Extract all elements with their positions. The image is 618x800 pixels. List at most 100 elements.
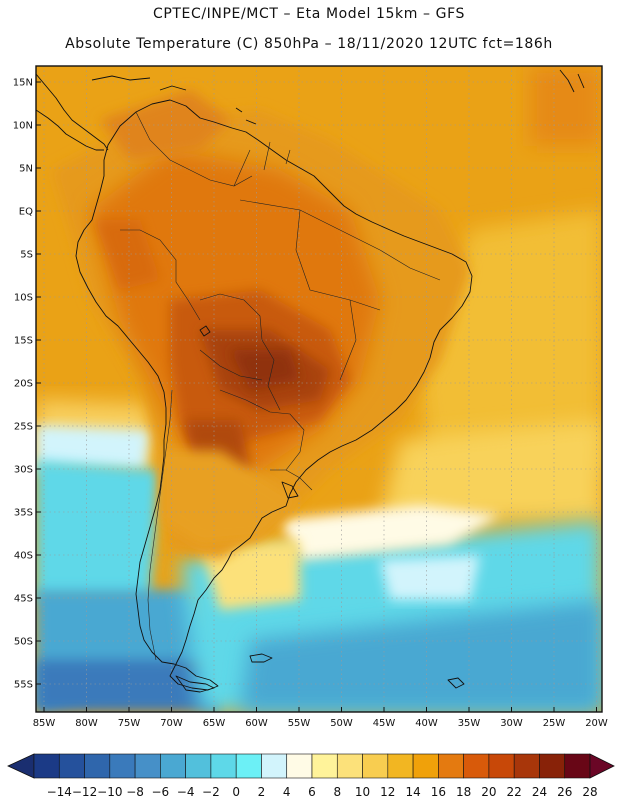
field-pampa-warm <box>160 450 300 545</box>
lat-label: 15N <box>13 78 33 89</box>
colorbar-box <box>463 753 490 779</box>
lon-label: 80W <box>75 718 98 729</box>
lat-label: 15S <box>14 336 33 347</box>
colorbar-box <box>235 753 262 779</box>
axis-ticks <box>36 81 597 712</box>
latitude-labels: 15N 10N 5N EQ 5S 10S 15S 20S 25S 30S 35S 40S 45S 50S 5… <box>13 78 33 691</box>
lat-label: 10S <box>14 293 33 304</box>
colorbar-label: −6 <box>152 785 170 799</box>
lat-label: 10N <box>13 121 33 132</box>
colorbar-low-arrow <box>7 753 35 779</box>
colorbar-high-arrow <box>589 753 615 779</box>
colorbar-label: 6 <box>308 785 316 799</box>
field-south-deepblue <box>36 660 220 712</box>
colorbar-boxes <box>33 753 591 779</box>
colorbar-label: 12 <box>380 785 395 799</box>
colorbar-label: 16 <box>431 785 446 799</box>
map-frame <box>35 65 603 713</box>
field-peak-hot <box>230 350 300 390</box>
border-brazil-bolivia <box>199 293 281 411</box>
border-argentina-paraguay <box>219 389 305 471</box>
border-brazil-states <box>239 199 441 381</box>
colorbar-box <box>33 753 60 779</box>
lat-label: 25S <box>14 422 33 433</box>
colorbar-box <box>109 753 136 779</box>
colorbar-box <box>336 753 363 779</box>
colorbar-box <box>185 753 212 779</box>
colorbar-label: 14 <box>405 785 420 799</box>
colorbar-label: −12 <box>72 785 97 799</box>
colorbar-label: −4 <box>177 785 195 799</box>
colorbar-box <box>564 753 591 779</box>
field-pacific-pale <box>36 425 150 470</box>
colorbar-box <box>412 753 439 779</box>
border-guianas <box>233 141 291 187</box>
colorbar-box <box>387 753 414 779</box>
field-north-warm <box>100 90 230 160</box>
lat-label: 20S <box>14 379 33 390</box>
temperature-colorbar: −14 −12 −10 −8 −6 −4 −2 0 2 4 6 8 10 12 14 16 18 20 22 24 26… <box>7 753 615 799</box>
colorbar-label: 0 <box>232 785 240 799</box>
central-america-coast <box>36 73 109 151</box>
map-title-line-1: CPTEC/INPE/MCT – Eta Model 15km – GFS <box>152 6 466 22</box>
field-pacific-cyan <box>36 460 160 600</box>
field-patagonia-yellow <box>200 540 300 610</box>
colorbar-box <box>286 753 313 779</box>
border-chile-argentina <box>147 389 173 661</box>
colorbar-box <box>134 753 161 779</box>
lat-label: 40S <box>14 551 33 562</box>
colorbar-label: 8 <box>333 785 341 799</box>
tierra-del-fuego <box>175 675 215 693</box>
coastlines <box>36 69 585 693</box>
south-georgia <box>447 677 465 689</box>
caribbean-islands <box>91 69 585 125</box>
lake-titicaca <box>199 325 211 337</box>
temperature-field <box>36 66 602 712</box>
colorbar-labels: −14 −12 −10 −8 −6 −4 −2 0 2 4 6 8 10 12 14 16 18 20 22 24 26… <box>47 785 598 799</box>
colorbar-label: 26 <box>557 785 572 799</box>
lon-label: 65W <box>203 718 226 729</box>
colorbar-label: 24 <box>532 785 547 799</box>
lat-label: 35S <box>14 508 33 519</box>
lon-label: 20W <box>585 718 608 729</box>
colorbar-box <box>311 753 338 779</box>
border-bolivia-paraguay <box>199 349 263 381</box>
lon-label: 50W <box>330 718 353 729</box>
colorbar-label: −10 <box>97 785 122 799</box>
lon-label: 70W <box>160 718 183 729</box>
field-atlantic-lightyellow <box>380 420 602 520</box>
lon-label: 45W <box>373 718 396 729</box>
colorbar-box <box>488 753 515 779</box>
lat-label: 5N <box>19 164 33 175</box>
map-title-line-2: Absolute Temperature (C) 850hPa – 18/11/… <box>65 36 553 52</box>
colorbar-box <box>539 753 566 779</box>
longitude-labels: 85W 80W 75W 70W 65W 60W 55W 50W 45W 40W 35W 30W 25W 2… <box>33 718 608 729</box>
lon-label: 25W <box>543 718 566 729</box>
colorbar-box <box>210 753 237 779</box>
colorbar-label: −2 <box>202 785 220 799</box>
lat-label: 55S <box>14 680 33 691</box>
colorbar-box <box>84 753 111 779</box>
colorbar-box <box>261 753 288 779</box>
field-ne-warm <box>530 66 602 146</box>
south-america-coast <box>75 99 473 691</box>
colorbar-label: 2 <box>258 785 266 799</box>
lat-label: 30S <box>14 465 33 476</box>
border-peru-brazil <box>120 229 201 321</box>
lon-label: 60W <box>245 718 268 729</box>
lon-label: 75W <box>118 718 141 729</box>
colorbar-box <box>513 753 540 779</box>
field-cold-core <box>380 555 480 600</box>
lon-label: 30W <box>500 718 523 729</box>
lat-label: 45S <box>14 594 33 605</box>
lon-label: 85W <box>33 718 56 729</box>
field-andes-hot <box>95 220 160 290</box>
lagoa-dos-patos <box>281 481 299 499</box>
lon-label: 35W <box>458 718 481 729</box>
colorbar-label: −8 <box>126 785 144 799</box>
falklands <box>249 653 273 663</box>
colorbar-label: 4 <box>283 785 291 799</box>
colorbar-label: 22 <box>507 785 522 799</box>
